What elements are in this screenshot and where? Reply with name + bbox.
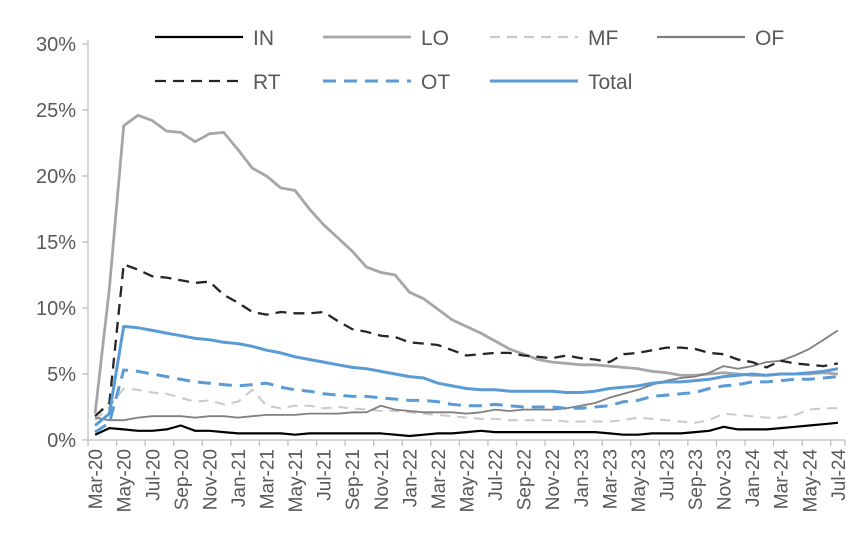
x-axis-label: Mar-22 [429,449,450,509]
x-axis-label: May-23 [629,449,650,512]
series-line-in [94,421,839,438]
x-axis-label: Nov-22 [543,449,564,510]
x-axis-label: Jul-24 [829,449,850,501]
y-axis-label: 15% [36,232,76,254]
legend-label-mf: MF [588,27,618,50]
x-axis-label: Jan-23 [572,449,593,507]
legend-label-total: Total [588,71,632,94]
x-axis-label: Jul-20 [143,449,164,501]
x-axis-label: Mar-23 [600,449,621,509]
x-axis-label: Jul-21 [315,449,336,501]
x-axis-label: May-22 [458,449,479,512]
x-axis-label: Jul-22 [486,449,507,501]
x-axis-label: Mar-21 [258,449,279,509]
legend-label-ot: OT [421,71,450,94]
x-axis-label: Sep-23 [686,449,707,510]
legend-label-in: IN [253,27,274,50]
x-axis-label: May-24 [800,449,821,513]
x-axis-label: Nov-21 [372,449,393,510]
x-axis-label: May-20 [115,449,136,512]
legend-label-rt: RT [253,71,281,94]
x-axis-label: Sep-22 [515,449,536,510]
legend-label-of: OF [755,27,784,50]
y-axis-label: 10% [36,298,76,320]
series-line-mf [94,387,838,424]
y-axis-label: 5% [47,364,76,386]
series-line-rt [94,263,839,418]
x-axis-label: Sep-20 [172,449,193,510]
x-axis-label: Jan-24 [743,449,764,508]
x-axis-label: Jan-21 [229,449,250,507]
series-line-total [94,325,839,427]
series-line-lo [93,113,839,414]
x-axis-label: Sep-21 [343,449,364,510]
x-axis-label: Nov-23 [715,449,736,510]
y-axis-label: 0% [47,430,76,452]
y-axis-label: 20% [36,166,76,188]
x-axis-label: May-21 [286,449,307,512]
series-line-of [94,329,839,422]
x-axis-label: Mar-24 [772,449,793,510]
x-axis-label: Nov-20 [200,449,221,510]
series-line-ot [94,368,839,434]
y-axis-label: 25% [36,100,76,122]
legend-label-lo: LO [421,27,449,50]
x-axis-label: Mar-20 [86,449,107,509]
x-axis-label: Jul-23 [657,449,678,501]
x-axis-label: Jan-22 [400,449,421,507]
y-axis-label: 30% [36,34,76,56]
